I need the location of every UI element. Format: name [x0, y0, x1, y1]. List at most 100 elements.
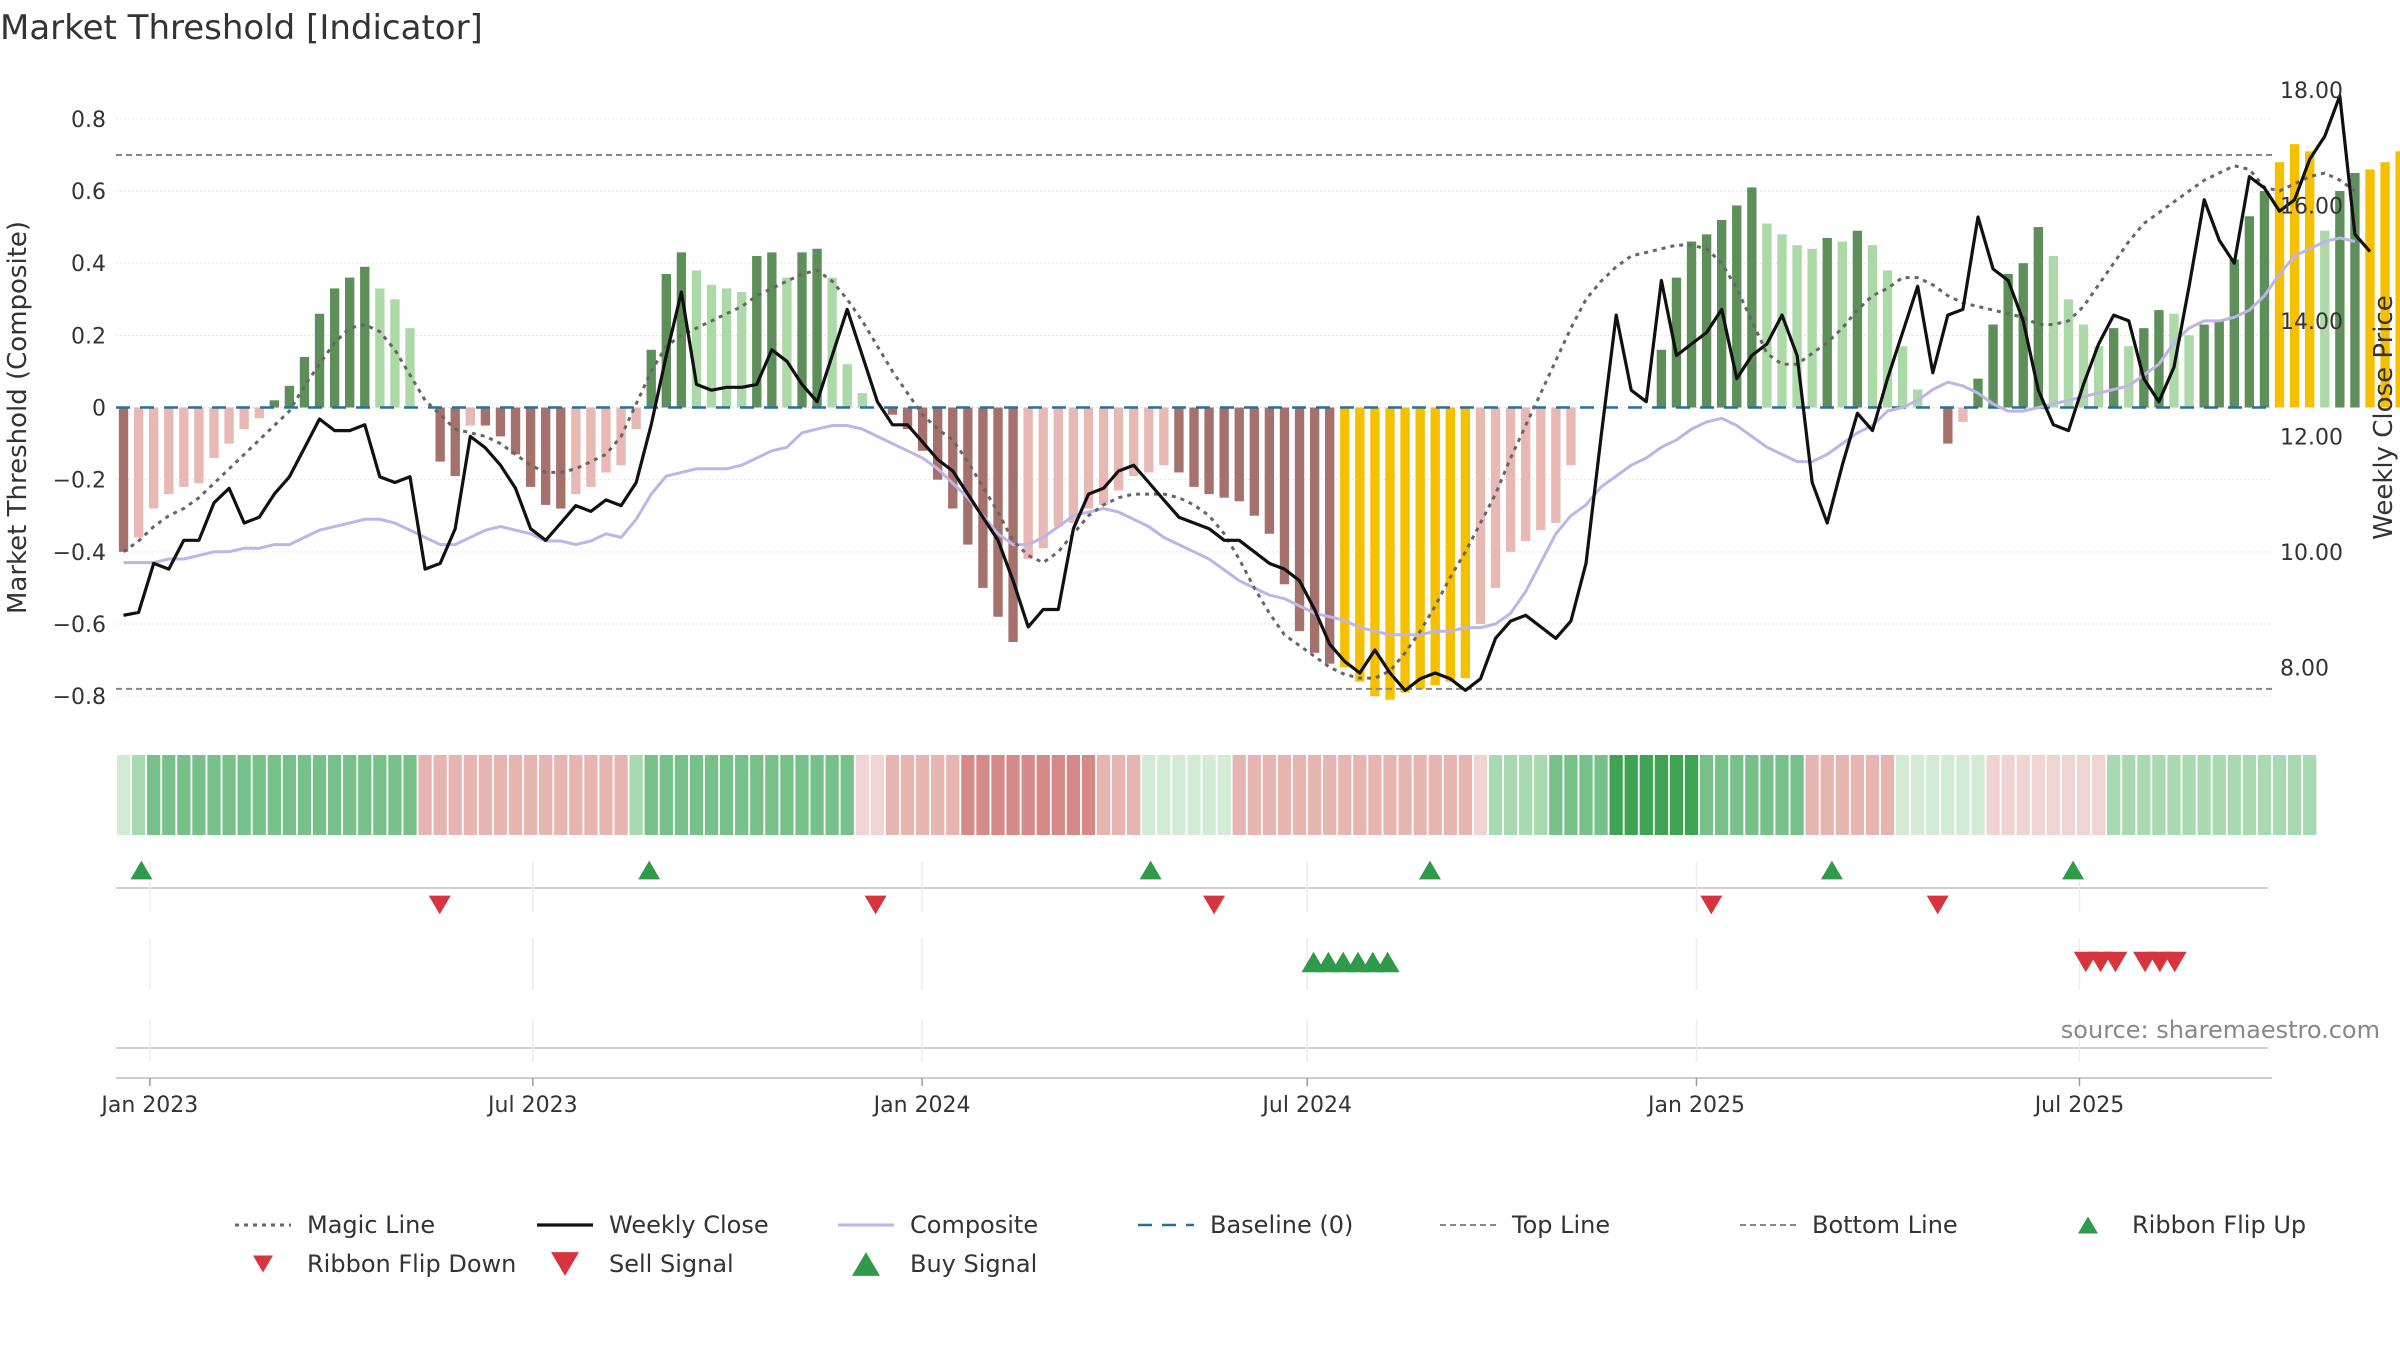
composite-bar — [224, 407, 234, 444]
ribbon-cell — [614, 755, 628, 835]
y-tick-label-right: 12.00 — [2280, 425, 2343, 450]
composite-bar — [782, 277, 792, 408]
x-tick-label: Jan 2023 — [99, 1093, 198, 1118]
composite-bar — [2305, 151, 2315, 408]
composite-bar — [978, 407, 988, 588]
composite-bar — [525, 407, 536, 487]
ribbon-cell — [554, 755, 568, 835]
ribbon-flip-up-marker — [1418, 860, 1441, 880]
composite-bar — [133, 407, 144, 538]
composite-bar — [2395, 151, 2400, 408]
x-tick-label: Jul 2025 — [2033, 1093, 2125, 1118]
composite-bar — [1038, 407, 1048, 549]
composite-bar — [2093, 346, 2104, 408]
ribbon-cell — [1880, 755, 1895, 835]
composite-bar — [586, 407, 596, 487]
y-tick-label-left: 0 — [92, 397, 106, 422]
ribbon-cell — [2197, 755, 2211, 835]
ribbon-flip-up-marker — [638, 860, 661, 880]
ribbon-cell — [403, 755, 417, 835]
ribbon-cell — [2272, 755, 2287, 835]
ribbon-flip-down-marker — [1203, 895, 1226, 915]
ribbon-cell — [1760, 755, 1774, 835]
ribbon-cell — [358, 755, 372, 835]
composite-bar — [1309, 407, 1320, 653]
ribbon-flip-up-marker — [1139, 860, 1162, 880]
composite-bar — [1008, 407, 1018, 643]
ribbon-cell — [810, 755, 824, 835]
composite-bar — [1686, 241, 1697, 408]
ribbon-cell — [870, 755, 885, 835]
ribbon-cell — [1157, 755, 1171, 835]
ribbon-cell — [1926, 755, 1940, 835]
composite-bar — [1701, 234, 1712, 408]
ribbon-cell — [2061, 755, 2076, 835]
composite-bar — [480, 407, 491, 426]
composite-bar — [405, 328, 415, 408]
composite-bar — [1505, 407, 1516, 552]
ribbon-cell — [2076, 755, 2091, 835]
chart-title: Market Threshold [Indicator] — [0, 8, 483, 48]
ribbon-cell — [1609, 755, 1623, 835]
ribbon-cell — [252, 755, 266, 835]
ribbon-cell — [1413, 755, 1427, 835]
ribbon-cell — [1986, 755, 2000, 835]
ribbon-cell — [1006, 755, 1020, 835]
composite-bar — [541, 407, 551, 505]
ribbon-cell — [1911, 755, 1925, 835]
ribbon-cell — [1956, 755, 1970, 835]
ribbon-cell — [1473, 755, 1488, 835]
y-tick-label-left: 0.6 — [71, 180, 106, 205]
composite-bar — [345, 277, 355, 408]
ribbon-cell — [1232, 755, 1246, 835]
composite-bar — [465, 407, 475, 426]
ribbon-cell — [931, 755, 945, 835]
composite-bar — [2244, 216, 2255, 408]
composite-bar — [2214, 320, 2224, 408]
ribbon-cell — [1654, 755, 1669, 835]
ribbon-flip-down-marker — [1926, 895, 1949, 915]
composite-bar — [1882, 270, 1893, 408]
ribbon-cell — [222, 755, 236, 835]
composite-bar — [1279, 407, 1290, 585]
ribbon-cell — [539, 755, 553, 835]
y-tick-label-left: −0.4 — [53, 541, 106, 566]
ribbon-cell — [1579, 755, 1593, 835]
ribbon-cell — [282, 755, 297, 835]
legend-label: Bottom Line — [1812, 1211, 1958, 1239]
composite-bar — [1325, 407, 1335, 664]
composite-bar — [1249, 407, 1259, 516]
ribbon-cell — [1488, 755, 1503, 835]
ribbon-cell — [900, 755, 915, 835]
ribbon-cell — [1292, 755, 1307, 835]
composite-bar — [1385, 407, 1395, 700]
ribbon-cell — [493, 755, 508, 835]
composite-bars — [118, 144, 2400, 700]
composite-bar — [842, 364, 852, 408]
y-axis-label-left: Market Threshold (Composite) — [3, 221, 33, 614]
composite-bar — [269, 400, 279, 408]
ribbon-cell — [569, 755, 583, 835]
y-tick-label-right: 18.00 — [2280, 79, 2343, 104]
composite-bar — [1234, 407, 1244, 502]
ribbon-cell — [1519, 755, 1533, 835]
composite-bar — [1792, 245, 1802, 408]
ribbon-cell — [1941, 755, 1955, 835]
ribbon-cell — [885, 755, 900, 835]
composite-bar — [1897, 346, 1908, 408]
sell-signal-marker — [2103, 951, 2128, 973]
ribbon-cell — [207, 755, 221, 835]
ribbon-cell — [1639, 755, 1653, 835]
composite-bar — [1204, 407, 1214, 495]
composite-bar — [164, 407, 174, 495]
signal-panels — [116, 860, 2268, 1062]
ribbon-cell — [2016, 755, 2030, 835]
sell-signal-marker — [2162, 951, 2187, 973]
ribbon-cell — [1096, 755, 1111, 835]
composite-bar — [2124, 346, 2134, 408]
ribbon-cell — [1971, 755, 1985, 835]
composite-bar — [1159, 407, 1169, 466]
composite-bar — [1098, 407, 1109, 505]
ribbon-cell — [1127, 755, 1141, 835]
ribbon-cell — [719, 755, 734, 835]
